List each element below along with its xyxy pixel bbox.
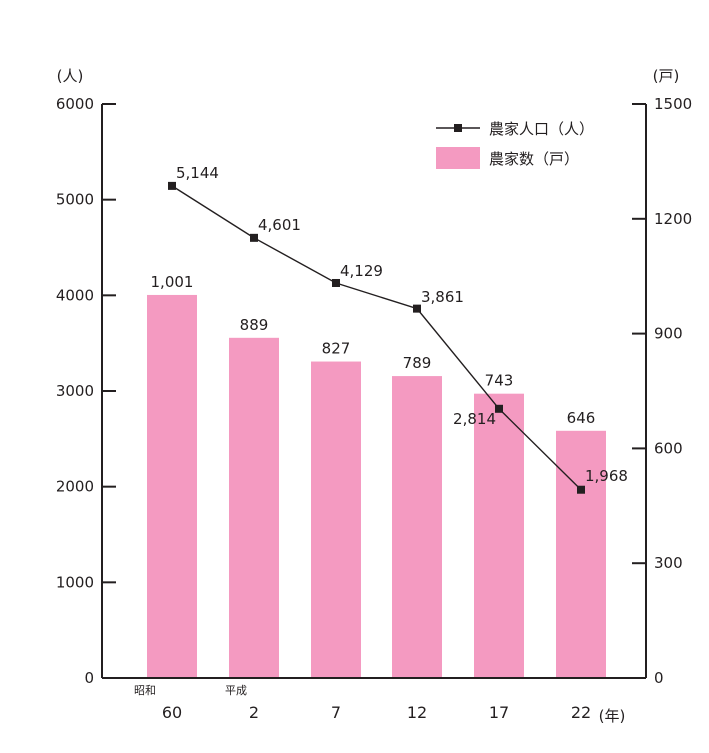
line-layer	[168, 181, 585, 494]
bar-2	[229, 337, 279, 678]
bar-value-label: 889	[240, 316, 269, 334]
line-value-label: 5,144	[176, 164, 219, 182]
line-point-2	[250, 233, 258, 242]
labels-layer: 1,001 889 827 789 743 646 5,144 4,601 4,129 3,861…	[151, 164, 628, 485]
x-axis-unit: (年)	[599, 707, 626, 725]
x-tick-label-60: 60	[162, 703, 182, 722]
line-value-label: 4,129	[340, 262, 383, 280]
left-tick-label: 5000	[56, 191, 94, 209]
bars-layer	[147, 294, 606, 678]
line-series-path	[171, 185, 582, 491]
bar-value-label: 827	[322, 340, 351, 358]
left-tick-label: 4000	[56, 286, 94, 304]
x-tick-label-12: 12	[407, 703, 427, 722]
bar-value-label: 1,001	[151, 273, 194, 291]
right-tick-label: 1500	[654, 95, 692, 113]
legend: 農家人口（人） 農家数（戸）	[436, 120, 594, 169]
line-value-label: 2,814	[453, 410, 496, 428]
bar-60	[147, 294, 197, 678]
legend-bar-label: 農家数（戸）	[489, 150, 579, 168]
legend-bar-swatch	[436, 147, 480, 169]
axes-layer: 0 1000 2000 3000 4000 5000 6000 0 300 600 900 1200 1…	[56, 67, 692, 725]
line-point-12	[413, 304, 421, 313]
bar-value-label: 743	[485, 372, 514, 390]
right-tick-label: 1200	[654, 210, 692, 228]
right-tick-label: 600	[654, 439, 683, 457]
right-axis-unit: (戸)	[653, 67, 680, 85]
x-tick-label-22: 22	[571, 703, 591, 722]
bar-value-label: 789	[403, 354, 432, 372]
left-tick-label: 6000	[56, 95, 94, 113]
era-label: 平成	[225, 684, 247, 697]
right-tick-label: 0	[654, 669, 664, 687]
line-point-22	[577, 485, 585, 494]
x-tick-label-2: 2	[249, 703, 259, 722]
right-tick-label: 900	[654, 325, 683, 343]
x-tick-label-7: 7	[331, 703, 341, 722]
bar-7	[311, 361, 361, 678]
legend-line-marker	[454, 124, 462, 132]
right-tick-label: 300	[654, 554, 683, 572]
left-tick-label: 3000	[56, 382, 94, 400]
line-value-label: 1,968	[585, 467, 628, 485]
era-label: 昭和	[134, 684, 156, 697]
line-point-7	[332, 278, 340, 287]
bar-22	[556, 430, 606, 678]
line-point-60	[168, 181, 176, 190]
x-tick-label-17: 17	[489, 703, 509, 722]
left-tick-label: 2000	[56, 478, 94, 496]
line-value-label: 4,601	[258, 216, 301, 234]
bar-12	[392, 376, 442, 678]
legend-line-label: 農家人口（人）	[489, 120, 594, 138]
left-tick-label: 0	[84, 669, 94, 687]
left-tick-label: 1000	[56, 573, 94, 591]
line-point-17	[495, 404, 503, 413]
bar-value-label: 646	[567, 409, 596, 427]
left-axis-unit: (人)	[57, 67, 84, 85]
line-value-label: 3,861	[421, 288, 464, 306]
bar-17	[474, 393, 524, 678]
